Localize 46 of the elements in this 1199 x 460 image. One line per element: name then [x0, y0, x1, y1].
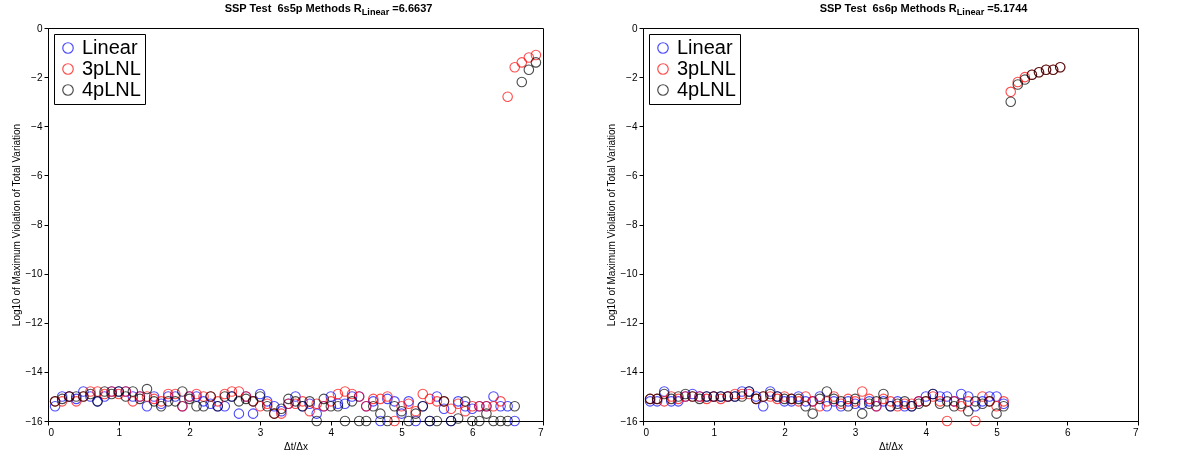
- y-tick-label: −4: [626, 120, 638, 132]
- legend-label: Linear: [82, 36, 138, 58]
- y-tick-label: −12: [620, 317, 638, 329]
- x-tick-label: 1: [711, 426, 718, 438]
- x-tick-label: 7: [537, 426, 544, 438]
- x-tick-label: 5: [399, 426, 406, 438]
- y-axis-title: Log10 of Maximum Violation of Total Variation: [605, 123, 617, 327]
- y-tick-label: −8: [31, 219, 43, 230]
- x-tick-label: 6: [470, 426, 476, 438]
- y-tick-label: −16: [620, 415, 638, 427]
- legend-label: 3pLNL: [82, 57, 141, 79]
- y-tick-label: −10: [25, 268, 43, 280]
- x-tick-label: 3: [852, 426, 859, 438]
- x-tick-label: 7: [1132, 426, 1139, 438]
- x-axis-title: Δt/Δx: [284, 440, 308, 452]
- legend-label: 3pLNL: [677, 57, 736, 79]
- chart-title: SSP Test 6s6p Methods R$_{Linear}$ =5.1744: [818, 2, 1029, 18]
- legend-label: 4pLNL: [677, 78, 736, 100]
- legend-label: 4pLNL: [82, 78, 141, 100]
- y-tick-label: 0: [631, 22, 638, 34]
- x-tick-label: 0: [643, 426, 650, 438]
- x-tick-label: 0: [48, 426, 55, 438]
- y-tick-label: −14: [620, 366, 638, 378]
- x-tick-label: 5: [994, 426, 1001, 438]
- y-tick-label: −10: [620, 268, 638, 280]
- y-tick-label: −14: [25, 366, 43, 378]
- y-tick-label: −4: [31, 120, 43, 132]
- x-tick-label: 2: [187, 426, 194, 438]
- y-tick-label: −6: [626, 169, 638, 181]
- y-tick-label: −8: [626, 219, 638, 230]
- y-tick-label: 0: [36, 22, 43, 34]
- x-tick-label: 1: [116, 426, 123, 438]
- y-axis-title: Log10 of Maximum Violation of Total Variation: [10, 123, 22, 327]
- x-axis-title: Δt/Δx: [879, 440, 903, 452]
- x-tick-label: 2: [782, 426, 789, 438]
- x-tick-label: 4: [328, 426, 335, 438]
- y-tick-label: −2: [31, 71, 43, 83]
- chart-title: SSP Test 6s5p Methods R$_{Linear}$ =6.6637: [223, 2, 434, 18]
- y-tick-label: −16: [25, 415, 43, 427]
- x-tick-label: 3: [257, 426, 264, 438]
- y-tick-label: −2: [626, 71, 638, 83]
- x-tick-label: 6: [1065, 426, 1071, 438]
- y-tick-label: −6: [31, 169, 43, 181]
- legend-label: Linear: [677, 36, 733, 58]
- y-tick-label: −12: [25, 317, 43, 329]
- x-tick-label: 4: [923, 426, 930, 438]
